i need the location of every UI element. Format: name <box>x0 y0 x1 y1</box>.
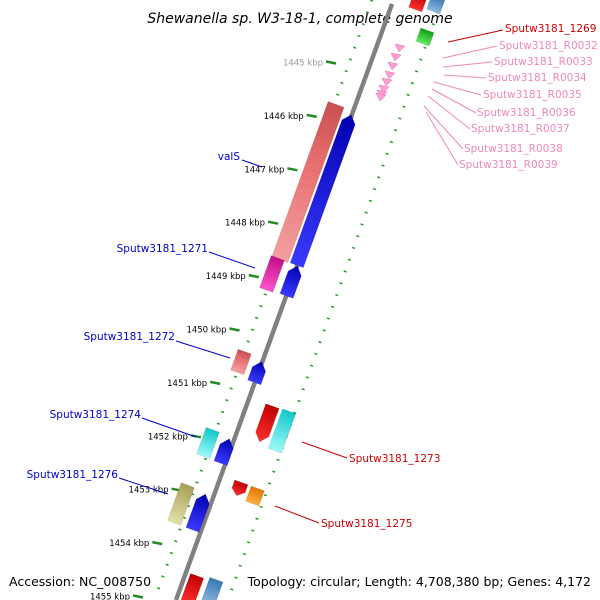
ruler-tick <box>152 540 163 546</box>
leader-line <box>175 340 231 359</box>
inner-track-guide <box>226 0 444 600</box>
gene-label-sputw3181-1273[interactable]: Sputw3181_1273 <box>349 453 440 465</box>
gene-valS-arrow[interactable] <box>289 112 358 268</box>
rna-label-r0034[interactable]: Sputw3181_R0034 <box>488 72 587 84</box>
ruler-label: 1455 kbp <box>90 593 130 600</box>
rna-feature[interactable] <box>394 43 406 53</box>
gene-features <box>167 0 446 600</box>
rna-feature[interactable] <box>381 77 393 87</box>
gene-sputw3181-1275-band[interactable] <box>245 485 265 507</box>
gene-sputw3181-1275-feature[interactable] <box>230 479 249 498</box>
ruler-label: 1447 kbp <box>244 165 284 175</box>
ruler-label: 1451 kbp <box>167 379 207 389</box>
ruler-label: 1449 kbp <box>206 272 246 282</box>
gene-top-red-feature[interactable] <box>179 573 205 600</box>
gene-sputw3181-1276-arrow[interactable] <box>185 492 212 533</box>
gene-label-sputw3181-1276[interactable]: Sputw3181_1276 <box>27 469 119 481</box>
gene-label-valS[interactable]: valS <box>218 151 241 163</box>
ruler-label: 1446 kbp <box>264 112 304 122</box>
left-gene-labels: valS Sputw3181_1271 Sputw3181_1272 Sputw… <box>27 151 241 481</box>
rna-feature[interactable] <box>384 70 396 80</box>
rna-label-r0037[interactable]: Sputw3181_R0037 <box>471 123 570 135</box>
rna-feature[interactable] <box>378 84 390 94</box>
leader-line <box>431 88 477 114</box>
gene-label-sputw3181-1272[interactable]: Sputw3181_1272 <box>84 331 175 343</box>
rna-label-r0033[interactable]: Sputw3181_R0033 <box>494 56 593 68</box>
ruler-tick <box>325 60 337 65</box>
kbp-ruler: 1445 kbp 1446 kbp 1447 kbp 1448 kbp 1449 kbp… <box>90 59 337 600</box>
gene-sputw3181-1271-arrow[interactable] <box>279 264 304 299</box>
leader-line <box>241 159 263 168</box>
rna-feature[interactable] <box>387 61 399 71</box>
ruler-tick <box>132 594 144 599</box>
ruler-tick <box>209 380 221 386</box>
leader-line <box>118 477 169 495</box>
accession-text: Accession: NC_008750 <box>9 574 152 589</box>
right-gene-labels: Sputw3181_1269 Sputw3181_1273 Sputw3181_… <box>321 23 596 530</box>
map-title: Shewanella sp. W3-18-1, complete genome <box>147 11 452 27</box>
gene-label-sputw3181-1274[interactable]: Sputw3181_1274 <box>50 409 142 421</box>
ruler-label: 1450 kbp <box>186 326 226 336</box>
gene-steel-feature[interactable] <box>200 577 224 600</box>
gene-label-sputw3181-1275[interactable]: Sputw3181_1275 <box>321 518 412 530</box>
leader-line <box>442 45 498 59</box>
gene-sputw3181-1273-band[interactable] <box>267 408 297 454</box>
leader-line <box>447 29 504 43</box>
ruler-tick <box>306 113 317 119</box>
label-leader-lines <box>118 29 504 524</box>
rna-gene-labels: Sputw3181_R0032 Sputw3181_R0033 Sputw318… <box>459 40 598 171</box>
leader-line <box>442 61 493 68</box>
gene-label-sputw3181-1269[interactable]: Sputw3181_1269 <box>505 23 596 35</box>
outer-track-guide <box>156 0 374 591</box>
rna-feature[interactable] <box>390 52 402 62</box>
leader-line <box>425 111 459 166</box>
rna-label-r0035[interactable]: Sputw3181_R0035 <box>483 89 582 101</box>
rna-label-r0039[interactable]: Sputw3181_R0039 <box>459 159 558 171</box>
leader-line <box>274 505 320 524</box>
rna-label-r0032[interactable]: Sputw3181_R0032 <box>499 40 598 52</box>
ruler-label: 1454 kbp <box>109 539 149 549</box>
rna-feature[interactable] <box>375 92 387 102</box>
rna-label-r0038[interactable]: Sputw3181_R0038 <box>464 143 563 155</box>
ruler-tick <box>287 167 298 172</box>
genome-summary-text: Topology: circular; Length: 4,708,380 bp… <box>247 574 591 589</box>
leader-line <box>443 74 487 79</box>
gene-sputw3181-1271-feature[interactable] <box>259 255 285 293</box>
gene-sputw3181-1272-feature[interactable] <box>230 348 252 376</box>
ruler-tick <box>229 327 240 332</box>
ruler-label: 1448 kbp <box>225 219 265 229</box>
gene-sputw3181-1273-feature[interactable] <box>253 403 280 444</box>
leader-line <box>423 105 464 150</box>
gene-sputw3181-1276-feature[interactable] <box>167 482 195 526</box>
rna-label-r0036[interactable]: Sputw3181_R0036 <box>477 107 576 119</box>
leader-line <box>208 251 256 269</box>
gene-sputw3181-1274-arrow[interactable] <box>213 436 236 466</box>
genome-backbone <box>173 3 395 600</box>
gene-sputw3181-1272-arrow[interactable] <box>247 359 269 386</box>
leader-line <box>427 95 471 130</box>
gene-sputw3181-1274-feature[interactable] <box>196 427 220 459</box>
leader-line <box>433 81 482 96</box>
gene-sputw3181-1269-feature[interactable] <box>415 27 435 47</box>
ruler-label: 1453 kbp <box>129 486 169 496</box>
gene-top-right-steel[interactable] <box>426 0 446 15</box>
ruler-tick <box>248 273 260 279</box>
ruler-tick <box>267 220 279 225</box>
gene-top-right-red[interactable] <box>408 0 428 13</box>
leader-line <box>301 441 348 459</box>
gene-label-sputw3181-1271[interactable]: Sputw3181_1271 <box>117 243 208 255</box>
ruler-label: 1452 kbp <box>148 432 188 442</box>
ruler-label: 1445 kbp <box>283 59 323 69</box>
leader-line <box>141 417 197 438</box>
